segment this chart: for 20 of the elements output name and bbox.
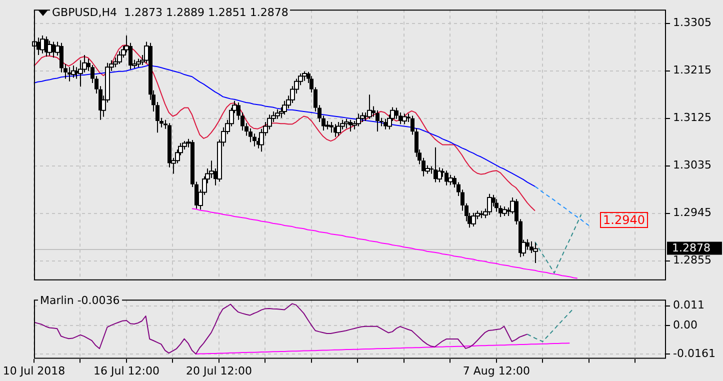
line-series [534,214,582,274]
y-tick-label: 1.3035 [673,158,712,172]
ref-line-label: 1.2878 [672,242,710,255]
y-tick-label: -0.0161 [673,347,716,360]
y-tick-label: 1.2945 [673,206,712,220]
y-tick-label: 1.3215 [673,64,712,77]
line-series [534,186,590,226]
x-tick-label: 16 Jul 12:00 [94,364,160,378]
y-tick-label: 0.00 [673,318,698,332]
line-series [526,308,574,342]
chart-title: GBPUSD,H4 1.2873 1.2889 1.2851 1.2878 [50,6,290,19]
y-tick-label: 1.3125 [673,111,712,124]
chart-title: Marlin -0.0036 [38,294,122,307]
x-tick-label: 10 Jul 2018 [2,364,66,378]
x-tick-label: 7 Aug 12:00 [462,364,530,378]
y-tick-label: 1.2855 [673,254,712,267]
y-tick-label: 1.3305 [673,16,712,30]
x-tick-label: 20 Jul 12:00 [186,364,252,378]
annotation: 1.2940 [600,212,648,228]
y-tick-label: 0.011 [673,298,704,312]
